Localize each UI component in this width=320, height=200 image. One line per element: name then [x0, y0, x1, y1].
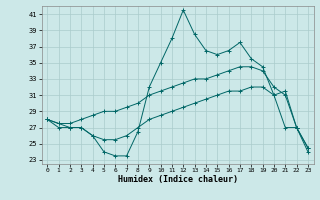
- X-axis label: Humidex (Indice chaleur): Humidex (Indice chaleur): [118, 175, 237, 184]
